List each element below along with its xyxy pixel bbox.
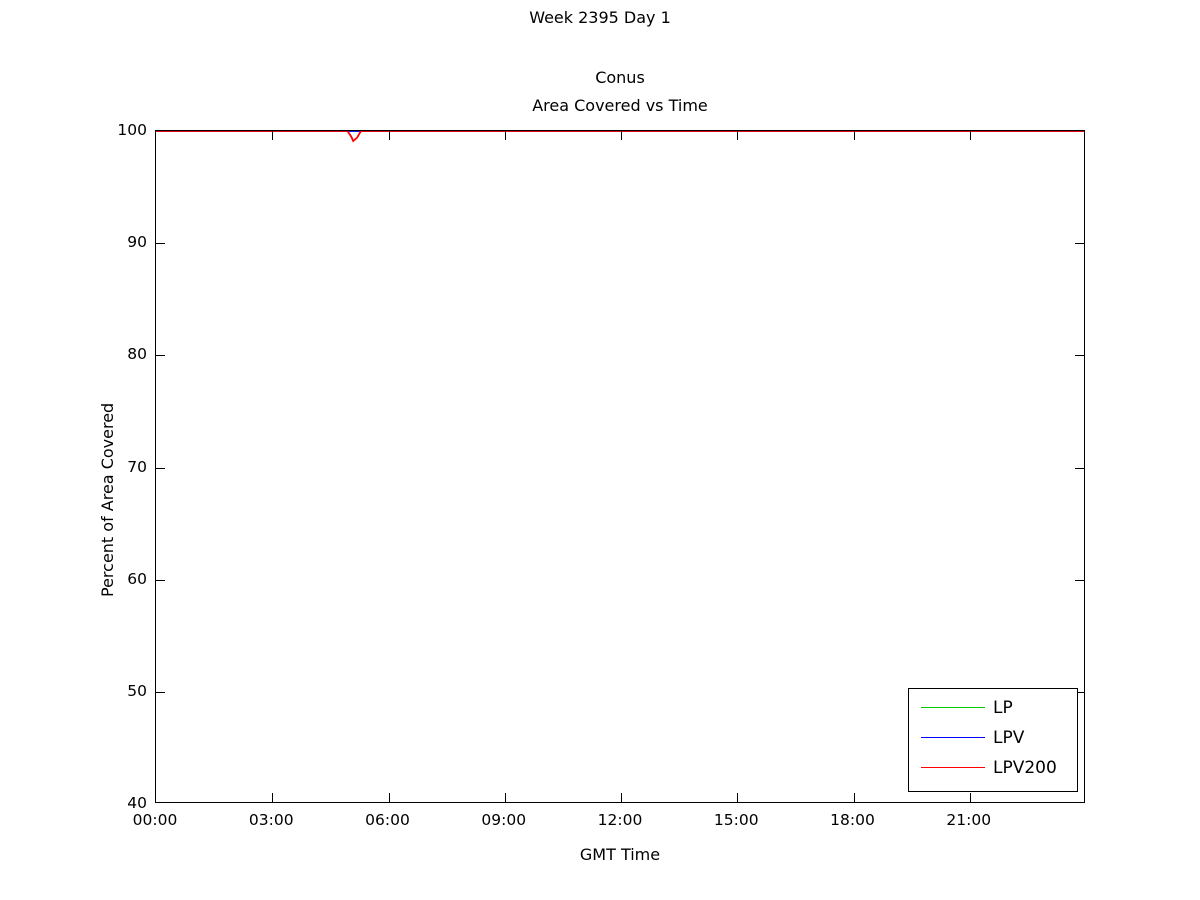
- x-tick-label: 03:00: [248, 811, 294, 829]
- x-tick-top: [388, 131, 390, 140]
- series-lpv200: [156, 131, 1084, 143]
- y-tick-label: 80: [127, 345, 147, 364]
- x-tick-bottom: [621, 793, 622, 802]
- x-tick-label: 15:00: [713, 811, 759, 829]
- y-tick-right: [1075, 467, 1084, 469]
- legend-item-lp[interactable]: LP: [909, 695, 1077, 721]
- x-tick-bottom: [504, 793, 506, 802]
- x-tick-top: [737, 131, 739, 140]
- x-tick-label: 21:00: [946, 811, 992, 829]
- x-tick-bottom: [388, 793, 390, 802]
- y-tick-left: [156, 467, 165, 469]
- chart-legend: LP LPV LPV200: [908, 688, 1078, 792]
- x-tick-top: [969, 131, 971, 140]
- y-tick-left: [156, 243, 165, 245]
- y-tick-right: [1075, 691, 1084, 693]
- chart-title-block: Conus Area Covered vs Time: [155, 64, 1085, 121]
- x-tick-top: [621, 131, 622, 140]
- y-tick-right: [1075, 579, 1084, 581]
- y-tick-right: [1075, 243, 1084, 245]
- legend-swatch-lp: [921, 707, 985, 708]
- legend-swatch-lpv: [921, 737, 985, 738]
- y-tick-label: 90: [127, 233, 147, 252]
- page-super-title: Week 2395 Day 1: [529, 8, 671, 27]
- x-tick-bottom: [969, 793, 971, 802]
- x-tick-label: 00:00: [132, 811, 178, 829]
- legend-label: LPV200: [993, 758, 1057, 778]
- chart-subtitle: Area Covered vs Time: [532, 96, 708, 116]
- legend-swatch-lpv200: [921, 767, 985, 768]
- x-tick-bottom: [737, 793, 739, 802]
- y-tick-label: 100: [117, 121, 147, 139]
- legend-item-lpv200[interactable]: LPV200: [909, 755, 1077, 781]
- x-tick-bottom: [272, 793, 274, 802]
- y-tick-left: [156, 579, 165, 581]
- x-tick-label: 06:00: [365, 811, 410, 829]
- y-tick-left: [156, 691, 165, 693]
- legend-label: LPV: [993, 728, 1025, 748]
- x-tick-label: 18:00: [830, 811, 875, 829]
- y-tick-label: 40: [127, 794, 147, 812]
- chart-title: Conus: [595, 68, 645, 87]
- x-tick-top: [272, 131, 274, 140]
- legend-label: LP: [993, 698, 1013, 718]
- y-tick-label: 70: [127, 457, 147, 476]
- y-tick-label: 60: [127, 569, 147, 588]
- x-tick-label: 12:00: [597, 811, 643, 829]
- x-axis-label: GMT Time: [579, 845, 661, 864]
- x-tick-top: [853, 131, 855, 140]
- x-tick-bottom: [853, 793, 855, 802]
- y-axis-label: Percent of Area Covered: [98, 402, 117, 597]
- y-tick-right: [1075, 355, 1084, 357]
- y-tick-left: [156, 355, 165, 357]
- x-tick-top: [504, 131, 506, 140]
- y-tick-label: 50: [127, 681, 147, 700]
- legend-item-lpv[interactable]: LPV: [909, 725, 1077, 751]
- x-tick-label: 09:00: [481, 811, 527, 829]
